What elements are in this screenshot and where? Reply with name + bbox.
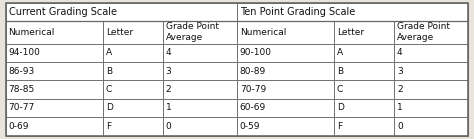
Bar xyxy=(237,62,334,80)
Bar xyxy=(394,21,468,44)
Bar xyxy=(6,3,237,21)
Bar xyxy=(237,117,334,136)
Bar xyxy=(334,80,394,99)
Bar xyxy=(163,21,237,44)
Text: 0: 0 xyxy=(397,122,402,131)
Text: 90-100: 90-100 xyxy=(240,48,272,57)
Text: Ten Point Grading Scale: Ten Point Grading Scale xyxy=(240,7,355,17)
Text: 3: 3 xyxy=(165,67,171,76)
Text: Numerical: Numerical xyxy=(240,28,286,37)
Bar xyxy=(6,80,103,99)
Text: Grade Point
Average: Grade Point Average xyxy=(397,23,450,42)
Text: C: C xyxy=(106,85,112,94)
Text: 70-79: 70-79 xyxy=(240,85,266,94)
Text: 80-89: 80-89 xyxy=(240,67,266,76)
Bar xyxy=(237,3,468,21)
Text: 94-100: 94-100 xyxy=(9,48,40,57)
Bar xyxy=(237,80,334,99)
Text: Letter: Letter xyxy=(337,28,364,37)
Text: 1: 1 xyxy=(165,104,171,112)
Text: A: A xyxy=(106,48,112,57)
Bar xyxy=(334,62,394,80)
Text: 86-93: 86-93 xyxy=(9,67,35,76)
Bar xyxy=(334,99,394,117)
Bar xyxy=(394,62,468,80)
Bar xyxy=(163,80,237,99)
Bar xyxy=(103,21,163,44)
Text: 78-85: 78-85 xyxy=(9,85,35,94)
Bar xyxy=(6,21,103,44)
Text: B: B xyxy=(337,67,343,76)
Bar xyxy=(103,80,163,99)
Bar xyxy=(103,117,163,136)
Bar xyxy=(394,44,468,62)
Bar xyxy=(6,117,103,136)
Text: F: F xyxy=(106,122,111,131)
Bar xyxy=(163,99,237,117)
Bar xyxy=(334,44,394,62)
Bar xyxy=(237,99,334,117)
Text: A: A xyxy=(337,48,343,57)
Bar xyxy=(6,99,103,117)
Bar xyxy=(6,62,103,80)
Bar xyxy=(103,44,163,62)
Text: Letter: Letter xyxy=(106,28,133,37)
Text: D: D xyxy=(106,104,112,112)
Text: 4: 4 xyxy=(165,48,171,57)
Bar xyxy=(163,62,237,80)
Bar xyxy=(394,80,468,99)
Text: F: F xyxy=(337,122,342,131)
Bar xyxy=(334,21,394,44)
Text: 1: 1 xyxy=(397,104,402,112)
Text: 0-69: 0-69 xyxy=(9,122,29,131)
Bar xyxy=(237,21,334,44)
Text: 3: 3 xyxy=(397,67,402,76)
Bar xyxy=(394,117,468,136)
Text: Grade Point
Average: Grade Point Average xyxy=(165,23,219,42)
Bar xyxy=(163,44,237,62)
Bar xyxy=(6,44,103,62)
Text: Numerical: Numerical xyxy=(9,28,55,37)
Text: C: C xyxy=(337,85,343,94)
Text: 4: 4 xyxy=(397,48,402,57)
Text: D: D xyxy=(337,104,344,112)
Bar xyxy=(163,117,237,136)
Text: 0-59: 0-59 xyxy=(240,122,260,131)
Bar xyxy=(103,99,163,117)
Bar xyxy=(237,44,334,62)
Bar xyxy=(103,62,163,80)
Text: B: B xyxy=(106,67,112,76)
Text: Current Grading Scale: Current Grading Scale xyxy=(9,7,117,17)
Text: 70-77: 70-77 xyxy=(9,104,35,112)
Text: 2: 2 xyxy=(165,85,171,94)
Text: 60-69: 60-69 xyxy=(240,104,266,112)
Bar xyxy=(334,117,394,136)
Bar xyxy=(394,99,468,117)
Text: 0: 0 xyxy=(165,122,171,131)
Text: 2: 2 xyxy=(397,85,402,94)
